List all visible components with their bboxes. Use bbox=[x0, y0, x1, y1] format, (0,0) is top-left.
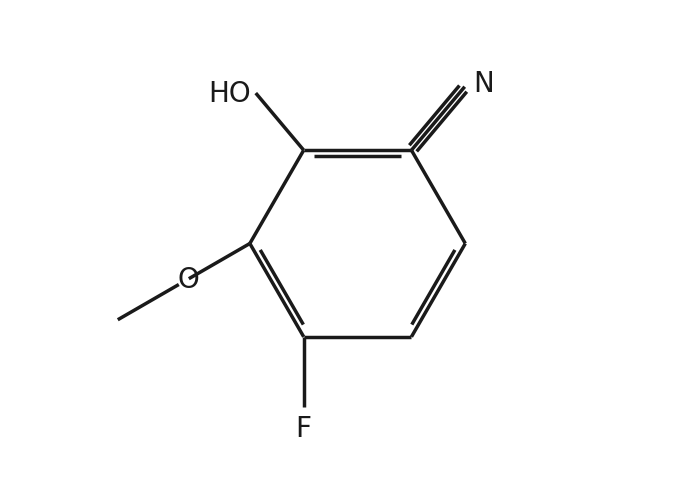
Text: O: O bbox=[178, 265, 200, 293]
Text: F: F bbox=[296, 414, 312, 442]
Text: N: N bbox=[473, 70, 494, 98]
Text: HO: HO bbox=[208, 80, 251, 108]
